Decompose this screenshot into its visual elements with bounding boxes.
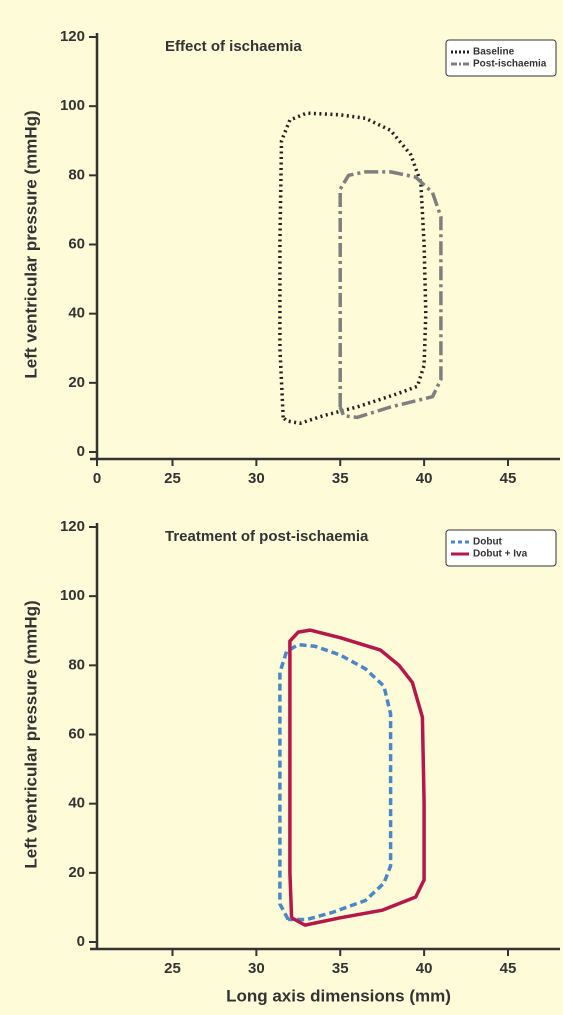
x-tick-label: 40 xyxy=(416,470,433,487)
y-tick-label: 80 xyxy=(68,166,85,183)
x-tick-label: 45 xyxy=(500,960,517,977)
x-tick-label: 0 xyxy=(93,470,101,487)
x-tick-label: 40 xyxy=(416,960,433,977)
chart-title: Treatment of post-ischaemia xyxy=(165,528,369,545)
y-tick-label: 20 xyxy=(68,374,85,391)
x-tick-label: 30 xyxy=(248,960,265,977)
y-tick-label: 0 xyxy=(77,933,85,950)
legend-label: Baseline xyxy=(473,47,515,58)
x-tick-label: 35 xyxy=(332,960,349,977)
legend-label: Post-ischaemia xyxy=(473,59,547,70)
x-tick-label: 35 xyxy=(332,470,349,487)
loop-line xyxy=(288,628,426,927)
x-tick-label: 25 xyxy=(164,470,181,487)
y-tick-label: 40 xyxy=(68,305,85,322)
y-axis-label: Left ventricular pressure (mmHg) xyxy=(21,110,40,378)
legend-label: Dobut + Iva xyxy=(473,549,528,560)
loop-line xyxy=(278,642,393,922)
x-tick-label: 45 xyxy=(500,470,517,487)
y-tick-label: 60 xyxy=(68,235,85,252)
y-tick-label: 60 xyxy=(68,725,85,742)
x-axis-label: Long axis dimensions (mm) xyxy=(226,986,451,1005)
y-axis-label: Left ventricular pressure (mmHg) xyxy=(21,600,40,868)
y-tick-label: 100 xyxy=(60,587,85,604)
y-tick-label: 120 xyxy=(60,518,85,535)
loop-line xyxy=(338,170,443,420)
legend-label: Dobut xyxy=(473,537,503,548)
x-tick-label: 25 xyxy=(164,960,181,977)
y-tick-label: 100 xyxy=(60,97,85,114)
y-tick-label: 80 xyxy=(68,656,85,673)
y-tick-label: 40 xyxy=(68,795,85,812)
x-tick-label: 30 xyxy=(248,470,265,487)
chart-title: Effect of ischaemia xyxy=(165,38,302,55)
y-tick-label: 120 xyxy=(60,28,85,45)
legend-box xyxy=(445,39,557,77)
legend-box xyxy=(445,529,557,567)
y-tick-label: 0 xyxy=(77,443,85,460)
y-tick-label: 20 xyxy=(68,864,85,881)
